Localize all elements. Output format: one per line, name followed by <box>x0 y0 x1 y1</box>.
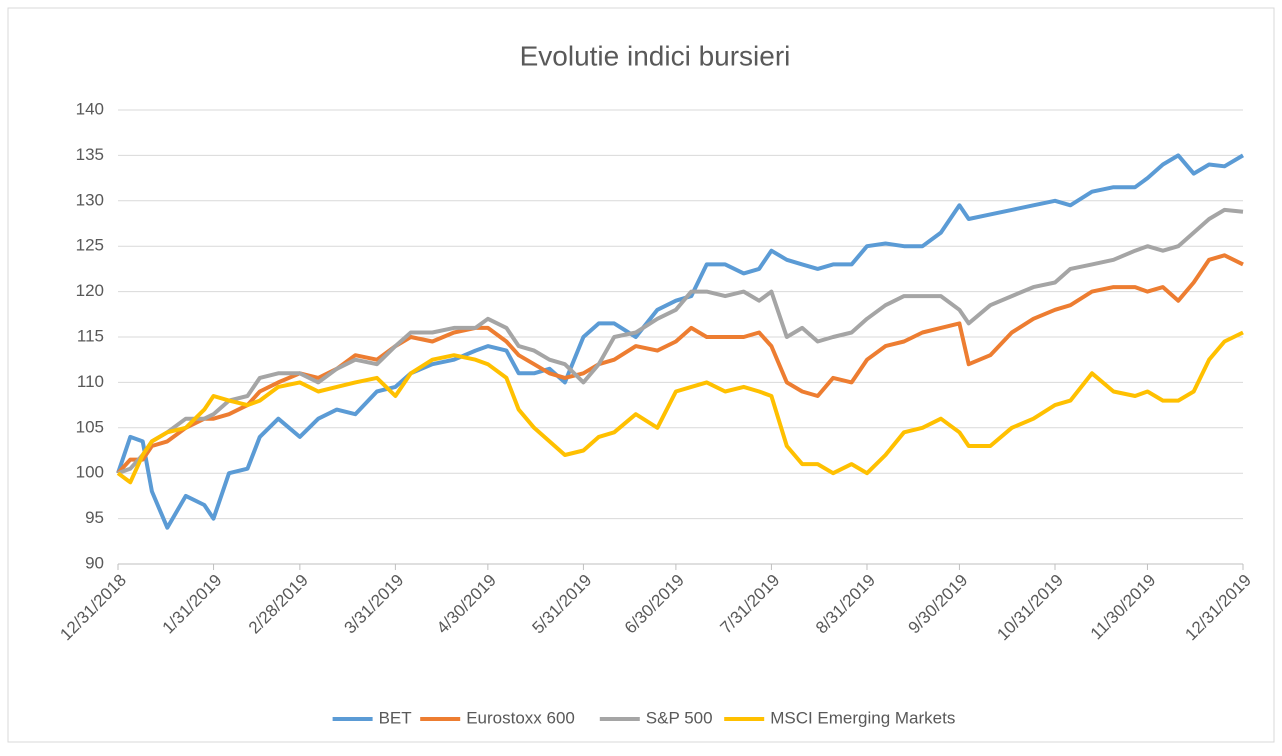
y-tick-label: 120 <box>76 281 104 300</box>
y-tick-label: 110 <box>77 372 104 391</box>
chart-title: Evolutie indici bursieri <box>520 40 791 71</box>
legend-label: Eurostoxx 600 <box>466 708 575 727</box>
y-tick-label: 100 <box>76 463 104 482</box>
chart-frame <box>7 7 1275 743</box>
y-tick-label: 115 <box>77 326 104 345</box>
series-line <box>116 253 1244 475</box>
legend-label: BET <box>379 708 412 727</box>
y-tick-label: 135 <box>76 145 104 164</box>
y-tick-label: 125 <box>76 236 104 255</box>
y-tick-label: 90 <box>85 553 104 572</box>
series-line <box>117 207 1244 476</box>
series-line <box>116 330 1244 485</box>
y-tick-label: 95 <box>85 508 104 527</box>
series-line <box>116 153 1245 530</box>
legend-label: S&P 500 <box>646 708 713 727</box>
legend-label: MSCI Emerging Markets <box>770 708 955 727</box>
y-tick-label: 105 <box>76 417 104 436</box>
y-tick-label: 140 <box>76 99 104 118</box>
y-tick-label: 130 <box>76 190 104 209</box>
